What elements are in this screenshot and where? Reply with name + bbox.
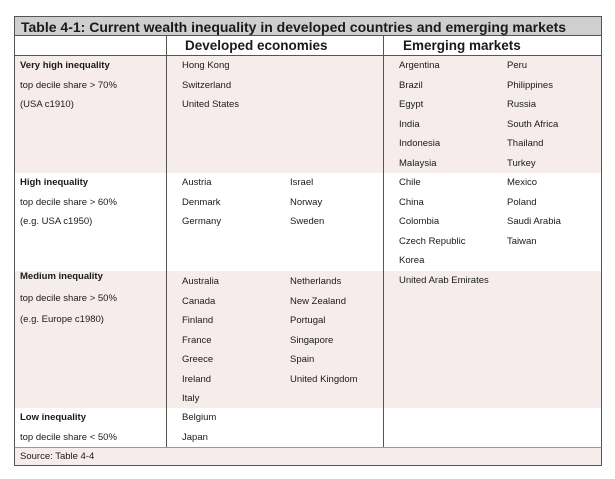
developed-col2: Netherlands New Zealand Portugal Singapo… xyxy=(290,272,358,389)
country-cell: Switzerland xyxy=(182,79,232,91)
country-cell: Peru xyxy=(507,60,528,71)
country-cell: Germany xyxy=(182,216,222,227)
table-title: Table 4-1: Current wealth inequality in … xyxy=(14,16,602,36)
header-divider-right xyxy=(383,36,384,55)
developed-col1: Australia Canada Finland France Greece I… xyxy=(182,272,219,409)
country-cell: Austria xyxy=(182,177,212,188)
country-cell: Saudi Arabia xyxy=(507,216,561,227)
row-label: Medium inequality top decile share > 50%… xyxy=(20,266,117,331)
country-cell: Spain xyxy=(290,354,315,365)
row-label-detail: top decile share > 70% xyxy=(20,79,117,91)
row-label: Low inequality top decile share < 50% xyxy=(20,408,117,447)
country-cell: Australia xyxy=(182,276,219,287)
row-label: Very high inequality top decile share > … xyxy=(20,56,117,115)
emerging-col1: Chile China Colombia Czech Republic Kore… xyxy=(399,173,466,271)
emerging-col1: Argentina Brazil Egypt India Indonesia M… xyxy=(399,56,440,173)
developed-col1: Hong Kong Switzerland United States xyxy=(182,56,239,115)
country-cell: Italy xyxy=(182,393,200,404)
country-cell: Korea xyxy=(399,255,425,266)
country-cell: Greece xyxy=(182,354,214,365)
row-label-title: Low inequality xyxy=(20,412,86,423)
country-cell: Czech Republic xyxy=(399,235,466,247)
country-cell: Russia xyxy=(507,99,537,110)
country-cell: India xyxy=(399,118,420,130)
row-label: High inequality top decile share > 60% (… xyxy=(20,173,117,232)
row-label-detail: top decile share < 50% xyxy=(20,431,117,443)
row-label-example: (USA c1910) xyxy=(20,99,74,110)
country-cell: New Zealand xyxy=(290,295,346,307)
country-cell: United Kingdom xyxy=(290,373,358,385)
wealth-inequality-table: Table 4-1: Current wealth inequality in … xyxy=(14,16,602,466)
country-cell: Norway xyxy=(290,196,323,208)
country-cell: Chile xyxy=(399,177,421,188)
country-cell: Mexico xyxy=(507,177,538,188)
row-label-title: High inequality xyxy=(20,177,89,188)
country-cell: China xyxy=(399,196,424,208)
row-medium: Medium inequality top decile share > 50%… xyxy=(14,271,602,408)
header-divider-left xyxy=(166,36,167,55)
country-cell: Portugal xyxy=(290,315,326,326)
developed-col1: Belgium Japan xyxy=(182,408,216,447)
row-label-detail: top decile share > 50% xyxy=(20,292,117,304)
country-cell: Turkey xyxy=(507,157,536,169)
row-very-high: Very high inequality top decile share > … xyxy=(14,56,602,173)
country-cell: South Africa xyxy=(507,118,559,130)
row-high: High inequality top decile share > 60% (… xyxy=(14,173,602,271)
column-headers: Developed economies Emerging markets xyxy=(14,36,602,56)
country-cell: Taiwan xyxy=(507,235,537,247)
country-cell: Denmark xyxy=(182,196,221,208)
emerging-col2: Mexico Poland Saudi Arabia Taiwan xyxy=(507,173,561,251)
row-label-title: Medium inequality xyxy=(20,271,103,282)
developed-col2: Israel Norway Sweden xyxy=(290,173,324,232)
country-cell: Finland xyxy=(182,315,214,326)
country-cell: Singapore xyxy=(290,334,334,346)
country-cell: Thailand xyxy=(507,138,544,149)
row-label-example: (e.g. USA c1950) xyxy=(20,216,93,227)
country-cell: Brazil xyxy=(399,79,423,91)
row-label-title: Very high inequality xyxy=(20,60,110,71)
country-cell: Malaysia xyxy=(399,157,437,169)
row-low: Low inequality top decile share < 50% Be… xyxy=(14,408,602,447)
developed-col1: Austria Denmark Germany xyxy=(182,173,221,232)
emerging-col2: Peru Philippines Russia South Africa Tha… xyxy=(507,56,558,173)
emerging-col1: United Arab Emirates xyxy=(399,271,489,291)
country-cell: Sweden xyxy=(290,216,325,227)
header-emerging: Emerging markets xyxy=(403,38,521,53)
country-cell: Japan xyxy=(182,431,208,443)
country-cell: Philippines xyxy=(507,79,553,91)
row-label-example: (e.g. Europe c1980) xyxy=(20,314,104,325)
country-cell: Canada xyxy=(182,295,216,307)
header-developed: Developed economies xyxy=(185,38,328,53)
country-cell: United States xyxy=(182,99,240,110)
country-cell: Colombia xyxy=(399,216,440,227)
country-cell: Poland xyxy=(507,196,537,208)
country-cell: Hong Kong xyxy=(182,60,230,71)
country-cell: Argentina xyxy=(399,60,440,71)
country-cell: France xyxy=(182,334,212,346)
country-cell: Israel xyxy=(290,177,314,188)
country-cell: Egypt xyxy=(399,99,424,110)
country-cell: United Arab Emirates xyxy=(399,275,489,286)
country-cell: Indonesia xyxy=(399,138,441,149)
country-cell: Belgium xyxy=(182,412,217,423)
country-cell: Ireland xyxy=(182,373,212,385)
country-cell: Netherlands xyxy=(290,276,342,287)
table-source: Source: Table 4-4 xyxy=(14,447,602,466)
row-label-detail: top decile share > 60% xyxy=(20,196,117,208)
